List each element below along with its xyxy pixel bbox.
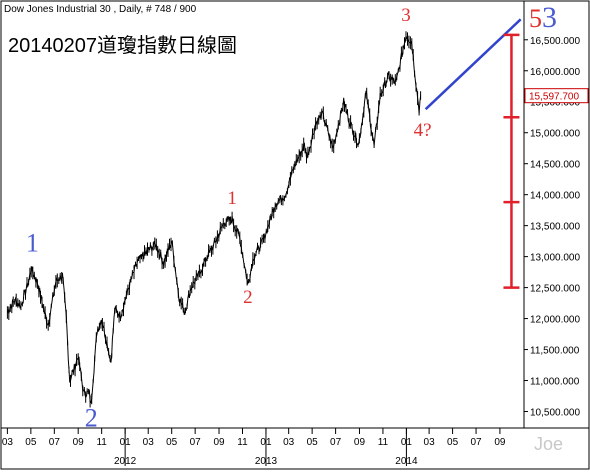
wave-label: 3: [401, 5, 411, 26]
x-year-label: 2012: [114, 456, 137, 467]
wave-label: 1: [26, 229, 39, 258]
x-tick-label: 05: [447, 437, 459, 448]
watermark: Joe: [534, 434, 563, 454]
date-axis-area: [0, 427, 590, 470]
x-tick-label: 09: [213, 437, 225, 448]
price-axis-area: [523, 0, 590, 429]
y-tick-label: 11,500.000: [530, 346, 580, 357]
y-tick-label: 16,500.000: [530, 36, 580, 47]
price-bars: [6, 31, 422, 408]
price-series: [6, 31, 422, 408]
x-tick-label: 11: [237, 437, 248, 448]
x-tick-label: 11: [96, 437, 107, 448]
x-tick-label: 11: [378, 437, 389, 448]
wave-label: 1: [227, 188, 237, 209]
x-tick-label: 05: [25, 437, 37, 448]
plot-area: [0, 0, 525, 429]
wave-label: 2: [243, 287, 253, 308]
y-tick-label: 10,500.000: [530, 408, 580, 419]
y-tick-label: 12,000.000: [530, 315, 580, 326]
instrument-header: Dow Jones Industrial 30 , Daily, # 748 /…: [4, 4, 197, 15]
x-tick-label: 07: [190, 437, 202, 448]
x-tick-label: 09: [73, 437, 85, 448]
y-tick-label: 15,500.000: [530, 98, 580, 109]
wave-label: 2: [85, 403, 98, 432]
x-tick-label: 05: [307, 437, 319, 448]
x-tick-label: 09: [494, 437, 506, 448]
y-tick-label: 14,500.000: [530, 160, 580, 171]
x-tick-label: 07: [330, 437, 342, 448]
y-tick-label: 13,000.000: [530, 253, 580, 264]
last-price-box: [524, 88, 589, 104]
annotation-title: 20140207道瓊指數日線圖: [8, 34, 237, 57]
x-tick-label: 09: [354, 437, 366, 448]
y-tick-label: 11,000.000: [530, 377, 580, 388]
wave-label-5: 5: [529, 4, 542, 33]
y-tick-label: 12,500.000: [530, 284, 580, 295]
last-price-marker: 15,597.700: [524, 88, 589, 104]
x-tick-label: 03: [283, 437, 295, 448]
wave-label-3: 3: [542, 1, 557, 34]
y-tick-label: 15,000.000: [530, 129, 580, 140]
x-year-label: 2013: [255, 456, 278, 467]
x-tick-label: 07: [49, 437, 61, 448]
x-axis: 03 05 07 09 11 01 03 05 07 09 11 01 03 05 07 09 11 01 03 05…: [2, 428, 506, 467]
last-price-label: 15,597.700: [529, 92, 579, 103]
y-axis: 16,500.000 16,000.000 15,500.000 15,000.000…: [524, 36, 580, 419]
x-tick-label: 03: [424, 437, 436, 448]
x-tick-label: 05: [166, 437, 178, 448]
y-tick-label: 16,000.000: [530, 67, 580, 78]
y-tick-label: 14,000.000: [530, 191, 580, 202]
y-tick-label: 13,500.000: [530, 222, 580, 233]
wave-label: 4?: [414, 120, 432, 141]
x-year-label: 2014: [395, 456, 418, 467]
x-tick-label: 07: [470, 437, 482, 448]
x-tick-label: 03: [143, 437, 155, 448]
x-tick-label: 03: [2, 437, 14, 448]
